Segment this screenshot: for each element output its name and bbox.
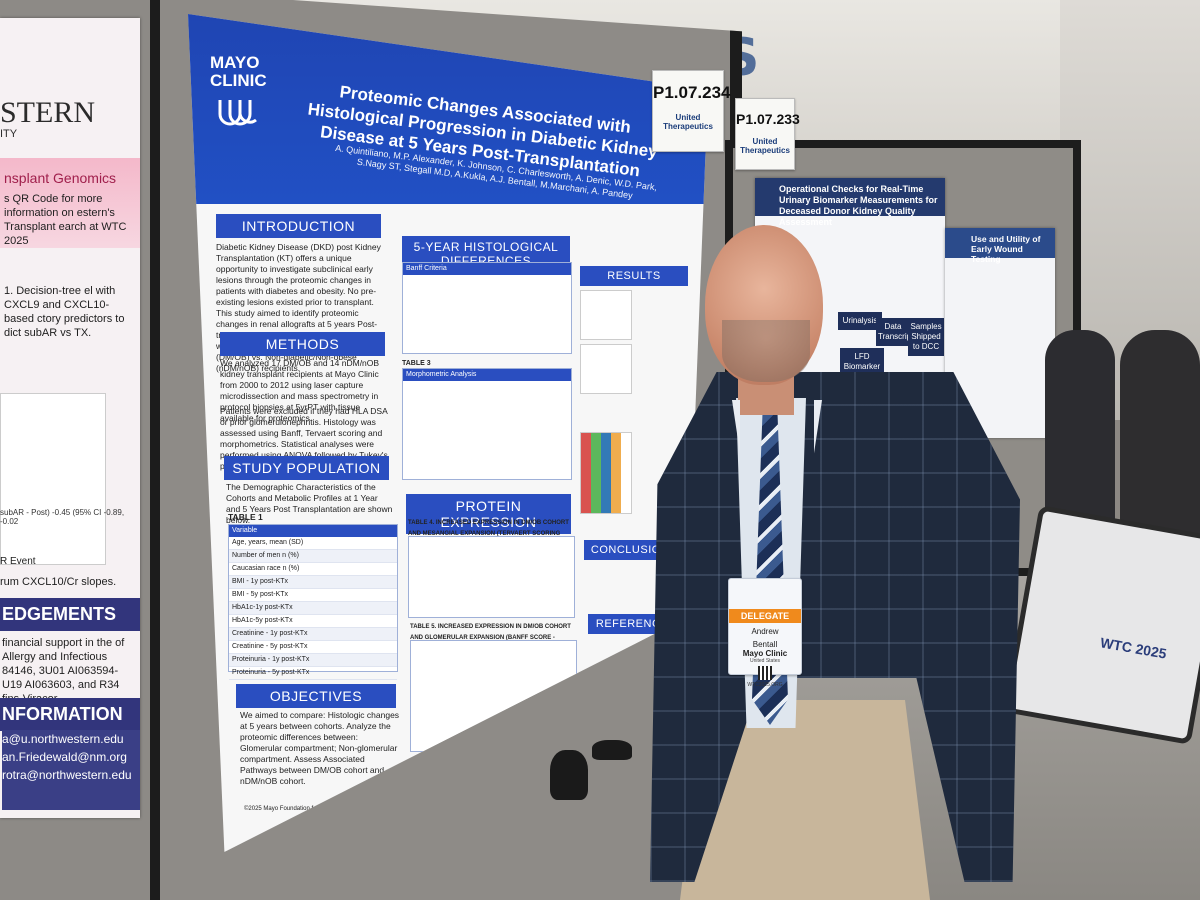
table-row: Number of men n (%): [229, 550, 397, 563]
right-poster-a-title: Operational Checks for Real-Time Urinary…: [755, 178, 945, 227]
logo-line-1: MAYO: [210, 53, 260, 72]
table1-label: TABLE 1: [228, 512, 263, 522]
logo-line-2: CLINIC: [210, 71, 267, 90]
table1-header: Variable: [229, 525, 397, 537]
table-row: BMI - 1y post-KTx: [229, 576, 397, 589]
right-poster-b-title: Use and Utility of Early Wound Testing: [945, 228, 1055, 264]
shoes-under-board: [550, 740, 640, 810]
sponsor-label: United Therapeutics: [740, 137, 790, 155]
left-poster-emails: a@u.northwestern.edu an.Friedewald@nm.or…: [2, 730, 140, 810]
flow-step: Samples Shipped to DCC: [908, 318, 944, 356]
flow-step: Urinalysis: [838, 312, 882, 330]
table1: Variable Age, years, mean (SD) Number of…: [228, 524, 398, 680]
table2: Banff Criteria: [402, 262, 572, 354]
left-poster-chart: [0, 393, 106, 565]
left-poster-email: an.Friedewald@nm.org: [2, 750, 127, 764]
presenter-beard: [722, 320, 810, 382]
results-heatmap: [580, 432, 632, 514]
section-study-population: STUDY POPULATION: [224, 456, 389, 480]
study-population-text: The Demographic Characteristics of the C…: [226, 482, 393, 525]
table-row: Caucasian race n (%): [229, 563, 397, 576]
left-poster-slopes-text: rum CXCL10/Cr slopes.: [0, 576, 117, 588]
badge-last-name: Bentall: [752, 640, 778, 649]
table-row: Age, years, mean (SD): [229, 537, 397, 550]
section-methods: METHODS: [220, 332, 385, 356]
flow-step: Data Transcription: [876, 318, 924, 346]
section-introduction: INTRODUCTION: [216, 214, 381, 238]
left-poster-body-text: 1. Decision-tree el with CXCL9 and CXCL1…: [4, 285, 125, 339]
left-poster-title: STERN: [0, 96, 96, 129]
left-poster-ack-text: financial support in the of Allergy and …: [2, 637, 125, 705]
mayo-shield-icon: [218, 100, 257, 126]
conference-tote-bag: [1003, 505, 1200, 745]
left-poster-pink-title: nsplant Genomics: [4, 170, 117, 186]
left-poster-pink-panel: nsplant Genomics s QR Code for more info…: [0, 158, 140, 248]
left-poster-ack-heading: EDGEMENTS: [0, 598, 140, 631]
left-poster-subtitle: ITY: [0, 128, 18, 140]
table3-header: Morphometric Analysis: [403, 369, 571, 381]
results-figure-1: [580, 290, 632, 340]
section-results: RESULTS: [580, 266, 688, 286]
methods-text-1: We analyzed 17 DM/OB and 14 nDM/nOB kidn…: [220, 358, 380, 423]
qr-code-icon: [758, 666, 772, 680]
badge-organization: Mayo Clinic: [742, 649, 788, 658]
left-poster-event-label: R Event: [0, 556, 36, 567]
left-poster: STERN ITY nsplant Genomics s QR Code for…: [0, 18, 140, 818]
table3: Morphometric Analysis: [402, 368, 572, 480]
left-poster-email: a@u.northwestern.edu: [2, 732, 124, 746]
table-row: Creatinine - 1y post-KTx: [229, 628, 397, 641]
badge-first-name: Andrew: [751, 627, 779, 636]
left-poster-chart-note: subAR - Post) -0.45 (95% CI -0.89, -0.02: [0, 508, 125, 526]
section-protein-expression: PROTEIN EXPRESSION: [406, 494, 571, 534]
poster-number-tag: P1.07.233 United Therapeutics: [735, 98, 800, 170]
mayo-clinic-logo: MAYO CLINIC: [210, 54, 267, 90]
table-row: Creatinine - 5y post-KTx: [229, 641, 397, 654]
table4: [408, 536, 575, 618]
section-objectives: OBJECTIVES: [236, 684, 396, 708]
table-row: HbA1c-1y post-KTx: [229, 602, 397, 615]
badge-url: WTC2025.ORG: [747, 682, 783, 688]
name-badge: DELEGATE Andrew Bentall Mayo Clinic Unit…: [728, 578, 802, 688]
table2-header: Banff Criteria: [403, 263, 571, 275]
badge-country: United States: [749, 658, 781, 664]
poster-number-tag: P1.07.234 United Therapeutics: [652, 70, 731, 152]
shoe: [592, 740, 632, 760]
badge-role: DELEGATE: [729, 609, 801, 623]
left-poster-email: rotra@northwestern.edu: [2, 768, 132, 782]
table3-label: TABLE 3: [402, 360, 431, 367]
table-row: Proteinuria - 1y post-KTx: [229, 654, 397, 667]
left-poster-info-heading: NFORMATION: [0, 698, 140, 731]
table-row: BMI - 5y post-KTx: [229, 589, 397, 602]
left-poster-pink-text: s QR Code for more information on estern…: [4, 193, 127, 247]
poster-number: P1.07.233: [736, 111, 800, 127]
table-row: HbA1c-5y post-KTx: [229, 615, 397, 628]
sponsor-label: United Therapeutics: [663, 113, 713, 131]
results-figure-2: [580, 344, 632, 394]
objectives-text: We aimed to compare: Histologic changes …: [240, 710, 400, 786]
shoe: [550, 750, 588, 800]
poster-number: P1.07.234: [653, 83, 731, 102]
table-row: Proteinuria - 5y post-KTx: [229, 667, 397, 680]
